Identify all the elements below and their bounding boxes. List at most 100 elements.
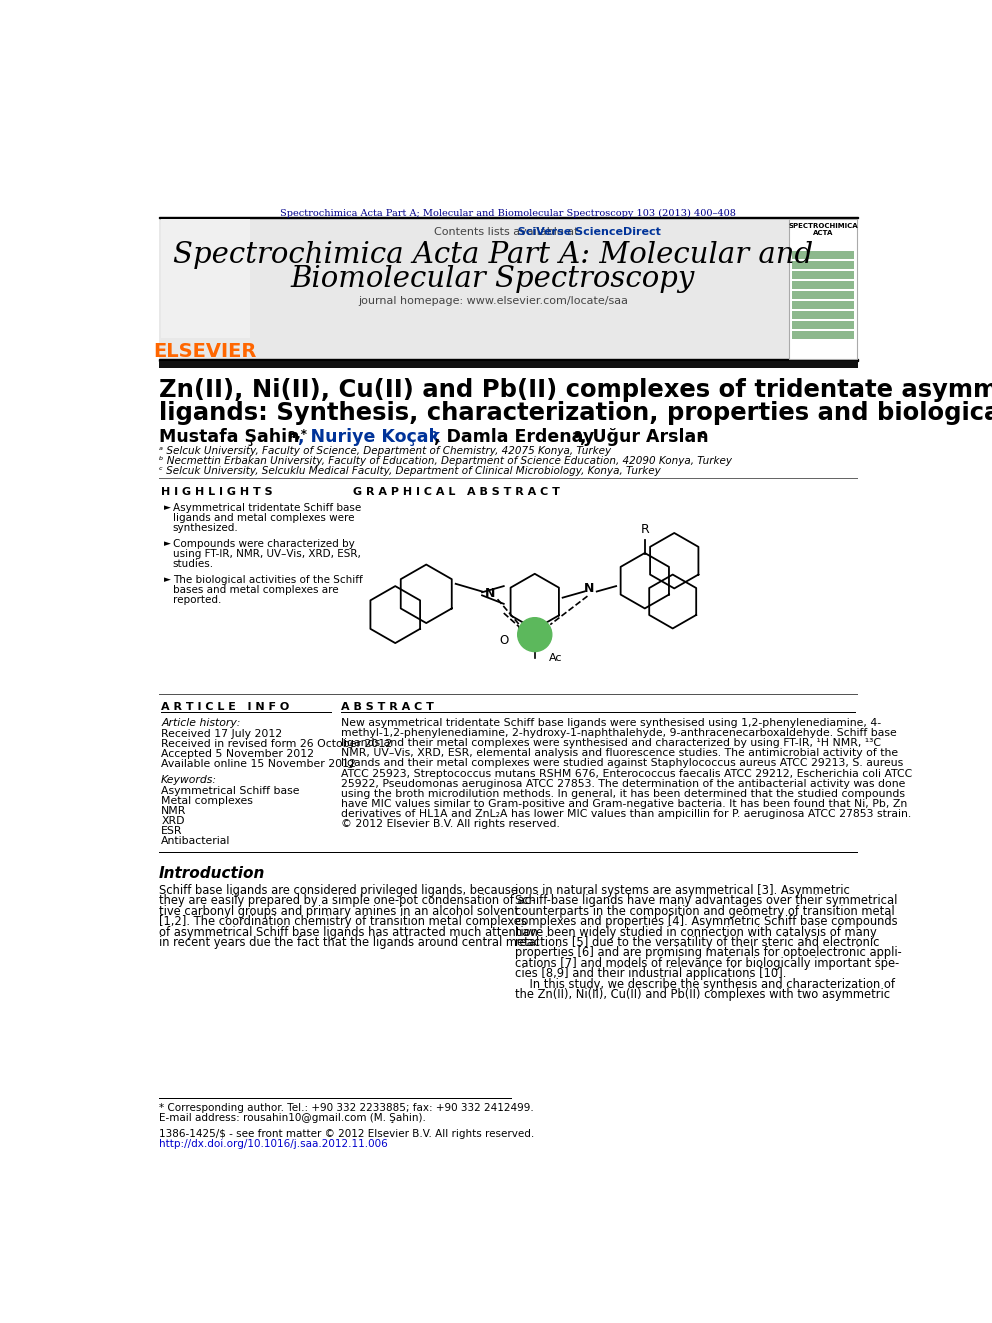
Text: methyl-1,2-phenylenediamine, 2-hydroxy-1-naphthalehyde, 9-anthracenecarboxaldehy: methyl-1,2-phenylenediamine, 2-hydroxy-1…	[341, 728, 897, 738]
Text: ligands and their metal complexes were synthesised and characterized by using FT: ligands and their metal complexes were s…	[341, 738, 881, 747]
Bar	[792, 311, 854, 319]
Text: N: N	[584, 582, 594, 595]
Text: ATCC 25923, Streptococcus mutans RSHM 676, Enterococcus faecalis ATCC 29212, Esc: ATCC 25923, Streptococcus mutans RSHM 67…	[341, 769, 913, 779]
Bar	[792, 331, 854, 339]
Text: H I G H L I G H T S: H I G H L I G H T S	[161, 487, 273, 496]
Text: * Corresponding author. Tel.: +90 332 2233885; fax: +90 332 2412499.: * Corresponding author. Tel.: +90 332 22…	[159, 1103, 534, 1113]
Text: Antibacterial: Antibacterial	[161, 836, 230, 845]
Text: 25922, Pseudomonas aeruginosa ATCC 27853. The determination of the antibacterial: 25922, Pseudomonas aeruginosa ATCC 27853…	[341, 779, 906, 789]
Text: ᶜ Selcuk University, Selcuklu Medical Faculty, Department of Clinical Microbiolo: ᶜ Selcuk University, Selcuklu Medical Fa…	[159, 466, 661, 476]
Text: In this study, we describe the synthesis and characterization of: In this study, we describe the synthesis…	[515, 978, 895, 991]
Text: Article history:: Article history:	[161, 718, 241, 728]
Text: studies.: studies.	[173, 560, 214, 569]
Text: cies [8,9] and their industrial applications [10].: cies [8,9] and their industrial applicat…	[515, 967, 786, 980]
Text: O: O	[499, 634, 508, 647]
Text: Metal complexes: Metal complexes	[161, 795, 253, 806]
Text: counterparts in the composition and geometry of transition metal: counterparts in the composition and geom…	[515, 905, 894, 918]
Text: NMR, UV–Vis, XRD, ESR, elemental analysis and fluorescence studies. The antimicr: NMR, UV–Vis, XRD, ESR, elemental analysi…	[341, 749, 898, 758]
Bar	[161, 218, 250, 339]
Text: , Nuriye Koçak: , Nuriye Koçak	[298, 429, 439, 446]
Text: they are easily prepared by a simple one-pot condensation of ac-: they are easily prepared by a simple one…	[159, 894, 535, 908]
Text: NMR: NMR	[161, 806, 186, 815]
Text: R: R	[641, 523, 649, 536]
Bar	[159, 361, 858, 368]
Text: ligands and metal complexes were: ligands and metal complexes were	[173, 513, 354, 523]
Text: a: a	[570, 429, 582, 442]
Text: A B S T R A C T: A B S T R A C T	[341, 701, 434, 712]
Text: a,*: a,*	[285, 429, 308, 442]
Text: tive carbonyl groups and primary amines in an alcohol solvent: tive carbonyl groups and primary amines …	[159, 905, 519, 918]
Bar	[792, 282, 854, 288]
Text: , Damla Erdenay: , Damla Erdenay	[434, 429, 594, 446]
Text: ►: ►	[165, 503, 172, 512]
Text: c: c	[695, 429, 706, 442]
Text: Schiff base ligands are considered privileged ligands, because: Schiff base ligands are considered privi…	[159, 884, 518, 897]
Text: Spectrochimica Acta Part A: Molecular and: Spectrochimica Acta Part A: Molecular an…	[173, 241, 813, 269]
Bar	[792, 261, 854, 269]
Text: Compounds were characterized by: Compounds were characterized by	[173, 540, 354, 549]
Bar	[792, 291, 854, 299]
Text: Accepted 5 November 2012: Accepted 5 November 2012	[161, 749, 314, 758]
Text: [1,2]. The coordination chemistry of transition metal complexes: [1,2]. The coordination chemistry of tra…	[159, 916, 527, 929]
Text: using the broth microdilution methods. In general, it has been determined that t: using the broth microdilution methods. I…	[341, 789, 905, 799]
Text: ELSEVIER: ELSEVIER	[154, 343, 257, 361]
Text: reported.: reported.	[173, 595, 221, 606]
Text: XRD: XRD	[161, 815, 185, 826]
Text: have MIC values similar to Gram-positive and Gram-negative bacteria. It has been: have MIC values similar to Gram-positive…	[341, 799, 908, 810]
Text: 1386-1425/$ - see front matter © 2012 Elsevier B.V. All rights reserved.: 1386-1425/$ - see front matter © 2012 El…	[159, 1129, 534, 1139]
Text: derivatives of HL1A and ZnL₂A has lower MIC values than ampicillin for P. aerugi: derivatives of HL1A and ZnL₂A has lower …	[341, 810, 912, 819]
Text: Ac: Ac	[549, 652, 562, 663]
Text: Contents lists available at: Contents lists available at	[434, 226, 582, 237]
Text: ᵇ Necmettin Erbakan University, Faculty of Education, Department of Science Educ: ᵇ Necmettin Erbakan University, Faculty …	[159, 456, 732, 466]
Bar	[792, 321, 854, 329]
Text: the Zn(II), Ni(II), Cu(II) and Pb(II) complexes with two asymmetric: the Zn(II), Ni(II), Cu(II) and Pb(II) co…	[515, 988, 890, 1002]
Text: Received in revised form 26 October 2012: Received in revised form 26 October 2012	[161, 738, 392, 749]
Text: Mustafa Şahin: Mustafa Şahin	[159, 429, 300, 446]
Text: complexes and properties [4]. Asymmetric Schiff base compounds: complexes and properties [4]. Asymmetric…	[515, 916, 897, 929]
Text: ESR: ESR	[161, 826, 183, 836]
Bar	[159, 359, 858, 361]
Bar	[159, 217, 858, 359]
Text: ᵃ Selcuk University, Faculty of Science, Department of Chemistry, 42075 Konya, T: ᵃ Selcuk University, Faculty of Science,…	[159, 446, 611, 456]
Text: Biomolecular Spectroscopy: Biomolecular Spectroscopy	[291, 265, 695, 292]
Text: M: M	[528, 627, 542, 642]
Text: properties [6] and are promising materials for optoelectronic appli-: properties [6] and are promising materia…	[515, 946, 902, 959]
Text: http://dx.doi.org/10.1016/j.saa.2012.11.006: http://dx.doi.org/10.1016/j.saa.2012.11.…	[159, 1139, 388, 1148]
Text: ions in natural systems are asymmetrical [3]. Asymmetric: ions in natural systems are asymmetrical…	[515, 884, 849, 897]
Text: Spectrochimica Acta Part A; Molecular and Biomolecular Spectroscopy 103 (2013) 4: Spectrochimica Acta Part A; Molecular an…	[281, 209, 736, 218]
Text: Introduction: Introduction	[159, 865, 265, 881]
Text: ligands: Synthesis, characterization, properties and biological activity: ligands: Synthesis, characterization, pr…	[159, 401, 992, 425]
Text: cations [7] and models of relevance for biologically important spe-: cations [7] and models of relevance for …	[515, 957, 899, 970]
Text: ►: ►	[165, 540, 172, 548]
Text: Keywords:: Keywords:	[161, 775, 217, 785]
Bar	[792, 302, 854, 308]
Text: SPECTROCHIMICA: SPECTROCHIMICA	[789, 224, 858, 229]
Text: using FT-IR, NMR, UV–Vis, XRD, ESR,: using FT-IR, NMR, UV–Vis, XRD, ESR,	[173, 549, 361, 560]
Text: Zn(II), Ni(II), Cu(II) and Pb(II) complexes of tridentate asymmetrical Schiff ba: Zn(II), Ni(II), Cu(II) and Pb(II) comple…	[159, 378, 992, 402]
Text: © 2012 Elsevier B.V. All rights reserved.: © 2012 Elsevier B.V. All rights reserved…	[341, 819, 559, 830]
Text: Received 17 July 2012: Received 17 July 2012	[161, 729, 283, 738]
Text: New asymmetrical tridentate Schiff base ligands were synthesised using 1,2-pheny: New asymmetrical tridentate Schiff base …	[341, 718, 881, 728]
Text: E-mail address: rousahin10@gmail.com (M. Şahin).: E-mail address: rousahin10@gmail.com (M.…	[159, 1113, 426, 1123]
Bar	[792, 271, 854, 279]
Text: journal homepage: www.elsevier.com/locate/saa: journal homepage: www.elsevier.com/locat…	[358, 296, 628, 306]
Text: The biological activities of the Schiff: The biological activities of the Schiff	[173, 576, 362, 585]
Bar	[792, 251, 854, 259]
Circle shape	[518, 618, 552, 651]
Text: have been widely studied in connection with catalysis of many: have been widely studied in connection w…	[515, 926, 876, 939]
Bar	[789, 218, 857, 359]
Text: Asymmetrical Schiff base: Asymmetrical Schiff base	[161, 786, 300, 795]
Text: ACTA: ACTA	[812, 230, 833, 237]
Text: A R T I C L E   I N F O: A R T I C L E I N F O	[161, 701, 290, 712]
Text: of asymmetrical Schiff base ligands has attracted much attention: of asymmetrical Schiff base ligands has …	[159, 926, 538, 939]
Text: Available online 15 November 2012: Available online 15 November 2012	[161, 758, 356, 769]
Text: reactions [5] due to the versatility of their steric and electronic: reactions [5] due to the versatility of …	[515, 937, 879, 949]
Text: b: b	[425, 429, 437, 442]
Text: bases and metal complexes are: bases and metal complexes are	[173, 585, 338, 595]
Text: ►: ►	[165, 576, 172, 585]
Text: G R A P H I C A L   A B S T R A C T: G R A P H I C A L A B S T R A C T	[352, 487, 559, 496]
Text: synthesized.: synthesized.	[173, 523, 238, 533]
Text: , Uğur Arslan: , Uğur Arslan	[580, 429, 709, 446]
Text: ligands and their metal complexes were studied against Staphylococcus aureus ATC: ligands and their metal complexes were s…	[341, 758, 904, 769]
Text: Asymmetrical tridentate Schiff base: Asymmetrical tridentate Schiff base	[173, 503, 361, 513]
